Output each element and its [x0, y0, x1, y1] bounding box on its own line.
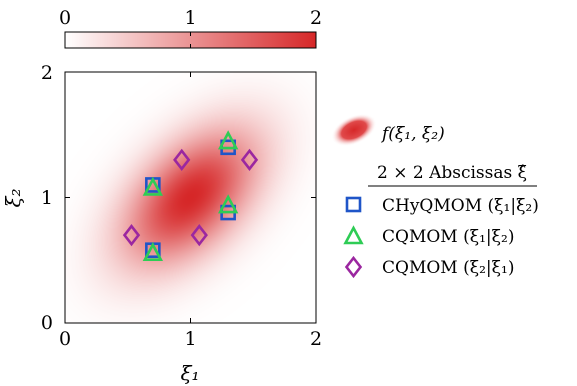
triangle-marker-series1-point1 — [142, 241, 164, 262]
plot-area: 0 1 2 0 1 2 ξ₁ ξ₂ — [1, 62, 322, 385]
density-heatmap-container — [65, 72, 316, 323]
x-tick-label-0: 0 — [59, 328, 71, 350]
legend-label-cqmom-2: CQMOM (ξ₂|ξ₁) — [382, 258, 514, 278]
diamond-marker-series2-point1 — [173, 148, 191, 171]
legend-label-cqmom-1: CQMOM (ξ₁|ξ₂) — [382, 227, 514, 247]
x-tick-label-2: 2 — [310, 328, 322, 350]
diamond-marker-series2-point3 — [240, 148, 259, 171]
diamond-marker-series2-point2 — [190, 224, 208, 247]
legend-density-swatch — [331, 113, 377, 147]
x-axis-label: ξ₁ — [180, 361, 199, 385]
legend: f(ξ₁, ξ₂) 2 × 2 Abscissas ξ̂ CHyQMOM (ξ₁… — [331, 113, 539, 279]
y-axis-label: ξ₂ — [1, 188, 25, 207]
colorbar-tick-label-2: 2 — [310, 7, 322, 29]
markers-layer — [122, 130, 259, 262]
x-tick-label-1: 1 — [184, 328, 196, 350]
density-heatmap — [65, 72, 316, 323]
colorbar-tick-label-0: 0 — [59, 7, 71, 29]
legend-triangle-marker — [343, 225, 364, 245]
legend-density-label: f(ξ₁, ξ₂) — [380, 124, 445, 144]
triangle-marker-series1-point3 — [217, 194, 239, 214]
diamond-marker-series2-point0 — [122, 224, 141, 247]
legend-label-chyqmom: CHyQMOM (ξ₁|ξ₂) — [382, 196, 539, 216]
y-tick-label-2: 2 — [41, 62, 53, 84]
legend-square-marker — [345, 196, 362, 213]
triangle-marker-series1-point0 — [142, 176, 164, 196]
colorbar-tick-label-1: 1 — [184, 7, 196, 29]
triangle-marker-series1-point2 — [217, 130, 239, 150]
legend-title: 2 × 2 Abscissas ξ̂ — [377, 163, 527, 183]
y-tick-label-1: 1 — [41, 187, 53, 209]
y-tick-label-0: 0 — [41, 312, 53, 334]
colorbar: 0 1 2 — [59, 7, 322, 49]
legend-diamond-marker — [344, 255, 363, 279]
